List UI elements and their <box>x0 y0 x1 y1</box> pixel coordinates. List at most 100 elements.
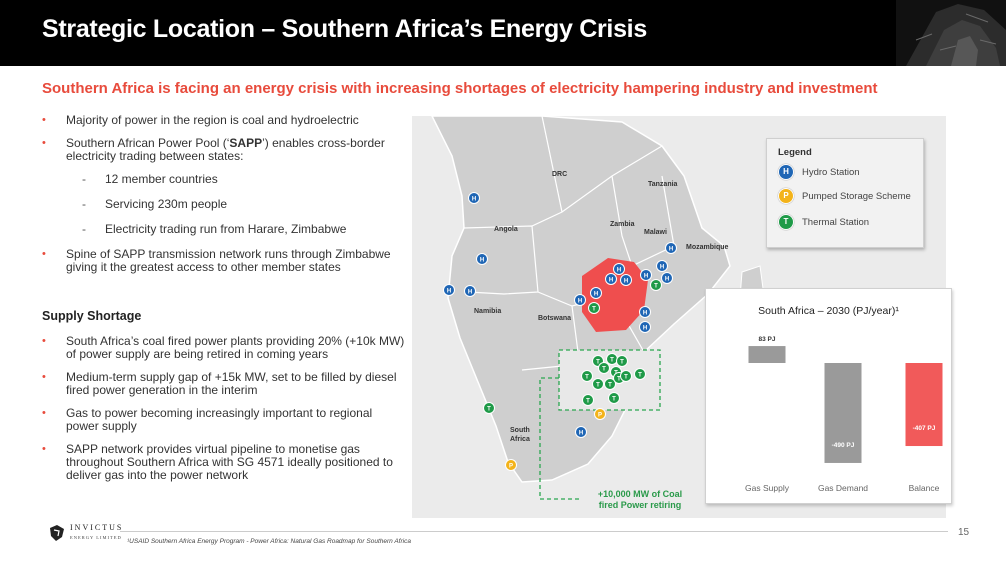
pumped-storage-icon: P <box>505 459 517 471</box>
legend-item-thermal: T Thermal Station <box>778 214 869 230</box>
hydro-station-icon: H <box>640 269 652 281</box>
hydro-station-icon-letter: H <box>624 279 628 285</box>
headline-subtitle: Southern Africa is facing an energy cris… <box>42 80 878 97</box>
logo-icon <box>50 525 64 541</box>
thermal-station-icon: T <box>778 214 794 230</box>
hydro-station-icon-circle <box>656 260 668 272</box>
hydro-station-icon-circle <box>443 284 455 296</box>
map-label-south-africa: Africa <box>510 436 530 443</box>
hydro-station-icon-circle <box>605 273 617 285</box>
bullet-item: Spine of SAPP transmission network runs … <box>42 248 407 274</box>
hydro-station-icon: H <box>639 321 651 333</box>
header-bar: Strategic Location – Southern Africa’s E… <box>0 0 1006 66</box>
hydro-station-icon-letter: H <box>644 274 648 280</box>
thermal-station-icon: T <box>582 394 594 406</box>
hydro-station-icon-circle <box>574 294 586 306</box>
hydro-station-icon-letter: H <box>468 290 472 296</box>
elephant-graphic-icon <box>896 0 1006 66</box>
thermal-station-icon: T <box>483 402 495 414</box>
hydro-station-icon: H <box>443 284 455 296</box>
sub-bullet-text: 12 member countries <box>105 172 218 186</box>
thermal-station-icon: T <box>616 355 628 367</box>
bar-chart-panel: South Africa – 2030 (PJ/year)¹ 83 PJ Gas … <box>705 288 952 504</box>
hydro-station-icon-circle <box>613 263 625 275</box>
company-logo: INVICTUS ENERGY LIMITED <box>48 522 128 548</box>
bar-chart: 83 PJ Gas Supply -490 PJ Gas Demand -407 PJ B… <box>745 336 943 493</box>
map-label-drc: DRC <box>552 171 567 178</box>
page-number: 15 <box>958 527 970 538</box>
hydro-station-icon-letter: H <box>665 277 669 283</box>
map-label-tanzania: Tanzania <box>648 181 678 188</box>
hydro-station-icon-circle <box>468 192 480 204</box>
thermal-station-icon-circle <box>581 370 593 382</box>
thermal-station-icon-circle <box>582 394 594 406</box>
sub-bullet-item: Servicing 230m people <box>42 198 407 212</box>
map-label-angola: Angola <box>494 226 518 233</box>
coal-note-line: fired Power retiring <box>598 500 682 510</box>
hydro-station-icon: H <box>468 192 480 204</box>
bullet-text: Majority of power in the region is coal … <box>66 113 359 127</box>
bullet-item: SAPP network provides virtual pipeline t… <box>42 443 407 482</box>
thermal-station-icon-circle <box>483 402 495 414</box>
hydro-station-icon-letter: H <box>594 292 598 298</box>
footer-divider <box>120 531 948 532</box>
hydro-station-icon: H <box>661 272 673 284</box>
thermal-station-icon-letter: T <box>654 284 658 290</box>
thermal-station-icon: T <box>592 378 604 390</box>
thermal-station-icon-letter: T <box>620 360 624 366</box>
bullet-item: Medium-term supply gap of +15k MW, set t… <box>42 371 407 397</box>
bullet-text: South Africa’s coal fired power plants p… <box>66 334 405 361</box>
thermal-station-icon: T <box>604 378 616 390</box>
hydro-station-icon-circle <box>476 253 488 265</box>
hydro-station-icon: H <box>476 253 488 265</box>
pumped-storage-icon: P <box>594 408 606 420</box>
hydro-station-icon-circle <box>590 287 602 299</box>
map-label-zambia: Zambia <box>610 221 635 228</box>
thermal-station-icon-letter: T <box>585 375 589 381</box>
bullet-text: Southern African Power Pool (‘ <box>66 136 230 150</box>
chart-data-label: -407 PJ <box>913 425 936 432</box>
legend-label: Hydro Station <box>802 166 860 178</box>
thermal-station-icon-letter: T <box>608 383 612 389</box>
section-heading-supply-shortage: Supply Shortage <box>42 309 142 323</box>
thermal-station-icon-letter: T <box>610 358 614 364</box>
hydro-station-icon: H <box>574 294 586 306</box>
zimbabwe-highlight <box>582 258 648 332</box>
thermal-station-icon-circle <box>608 392 620 404</box>
hydro-station-icon-circle <box>639 321 651 333</box>
thermal-station-icon: T <box>606 353 618 365</box>
chart-bar-gas-supply <box>748 346 786 363</box>
map-label-malawi: Malawi <box>644 229 667 236</box>
hydro-station-icon: H <box>620 274 632 286</box>
sub-bullet-text: Electricity trading run from Harare, Zim… <box>105 222 347 236</box>
thermal-station-icon-circle <box>634 368 646 380</box>
sub-bullet-item: Electricity trading run from Harare, Zim… <box>42 222 407 237</box>
hydro-station-icon-circle <box>464 285 476 297</box>
hydro-station-icon: H <box>575 426 587 438</box>
logo-subtitle: ENERGY LIMITED <box>70 535 122 540</box>
hydro-station-icon: H <box>639 306 651 318</box>
chart-bar-balance <box>905 363 943 447</box>
hydro-station-icon-letter: H <box>643 311 647 317</box>
map-label-south-africa: South <box>510 427 530 434</box>
legend-label: Pumped Storage Scheme <box>802 190 911 202</box>
thermal-station-icon-letter: T <box>596 360 600 366</box>
power-stations: HHHHHHHHHHHTHHTHHTTTTTTTTTTTTTPHTP <box>443 192 677 471</box>
thermal-station-icon-letter: T <box>612 397 616 403</box>
bullet-item: South Africa’s coal fired power plants p… <box>42 335 407 361</box>
thermal-station-icon-letter: T <box>617 377 621 383</box>
hydro-station-icon-circle <box>620 274 632 286</box>
map-legend: Legend H Hydro Station P Pumped Storage Sc… <box>766 138 924 248</box>
thermal-station-icon: T <box>608 392 620 404</box>
bullet-text: Spine of SAPP transmission network runs … <box>66 247 391 274</box>
coal-retiring-note: +10,000 MW of Coal fired Power retiring <box>585 489 695 511</box>
hydro-station-icon: H <box>778 164 794 180</box>
pumped-storage-icon-letter: P <box>509 464 513 470</box>
page-title: Strategic Location – Southern Africa’s E… <box>42 15 647 43</box>
hydro-station-icon-letter: H <box>669 247 673 253</box>
bullet-text: SAPP network provides virtual pipeline t… <box>66 442 393 482</box>
bullet-text: Gas to power becoming increasingly impor… <box>66 406 373 433</box>
chart-data-label: -490 PJ <box>832 442 855 449</box>
thermal-station-icon-letter: T <box>596 383 600 389</box>
thermal-station-icon-circle <box>592 378 604 390</box>
